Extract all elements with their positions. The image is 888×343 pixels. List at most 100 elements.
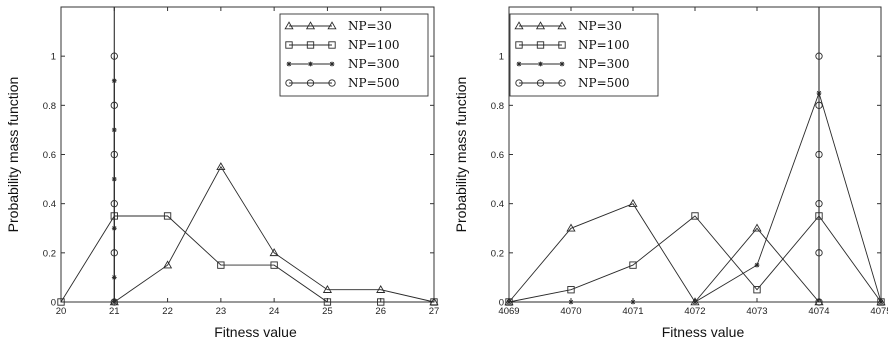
x-tick-label: 4071 (622, 306, 643, 317)
data-point (163, 212, 172, 220)
chart-left: 20 21 22 23 24 25 26 27 0 0.2 0.4 0.6 0.8 1 Fitness va… (5, 6, 439, 340)
legend-entry: NP=30 (514, 19, 622, 33)
data-point (376, 285, 386, 293)
series-np-300 (506, 90, 884, 305)
data-point (110, 249, 118, 257)
data-point (217, 261, 225, 269)
series-np-500 (815, 52, 823, 306)
legend-entry: NP=500 (285, 76, 400, 90)
legend-marker (515, 41, 523, 49)
data-point (628, 198, 638, 207)
legend-label: NP=30 (578, 19, 622, 33)
x-tick-label: 25 (322, 306, 333, 317)
legend-marker (329, 61, 335, 67)
data-point (506, 299, 512, 305)
data-point (110, 150, 118, 159)
data-point (629, 261, 637, 269)
legend-marker (284, 21, 294, 30)
legend-entry: NP=30 (284, 19, 392, 33)
y-tick-label: 1 (51, 52, 56, 63)
data-point (690, 297, 700, 306)
data-point (57, 298, 65, 306)
x-tick-label: 22 (162, 306, 173, 317)
data-point (568, 299, 574, 305)
y-tick-label: 0.4 (491, 199, 504, 210)
legend-label: NP=500 (348, 76, 400, 90)
x-tick-label: 20 (56, 306, 67, 317)
data-point (110, 298, 118, 306)
data-point (110, 200, 118, 208)
legend-marker (558, 41, 566, 49)
data-point (877, 298, 885, 306)
data-point (815, 101, 823, 109)
legend-label: NP=500 (578, 76, 630, 90)
series-np-500 (110, 52, 118, 306)
x-tick-label: 4073 (746, 306, 767, 317)
legend-marker (285, 79, 293, 87)
x-tick-label: 4069 (498, 306, 519, 317)
data-point (753, 286, 761, 294)
y-tick-label: 0.4 (43, 199, 56, 210)
y-tick-label: 0.8 (491, 101, 504, 112)
data-point (815, 249, 823, 257)
data-point (692, 299, 698, 305)
legend-label: NP=300 (578, 57, 630, 71)
x-tick-label: 4074 (808, 306, 829, 317)
data-point (110, 101, 118, 109)
y-tick-label: 0 (499, 298, 504, 309)
legend: NP=30 NP=100 NP=300 NP=500 (279, 13, 429, 97)
legend-marker (328, 41, 336, 49)
series-line (114, 165, 435, 303)
x-axis-label: Fitness value (214, 324, 297, 340)
legend-label: NP=30 (348, 19, 392, 33)
legend-marker (305, 21, 316, 30)
legend-marker (514, 21, 524, 30)
data-point (878, 299, 884, 305)
legend-marker (559, 61, 565, 67)
series-line (508, 215, 882, 303)
legend-label: NP=100 (348, 38, 400, 52)
legend-marker (536, 79, 545, 87)
series-line (509, 91, 882, 303)
series-np-100 (57, 212, 438, 306)
data-point (630, 299, 636, 305)
data-point (269, 248, 279, 257)
legend-marker (308, 61, 313, 67)
data-point (216, 162, 226, 171)
legend-marker (538, 61, 543, 67)
legend-marker (306, 41, 315, 49)
series-np-100 (505, 212, 885, 306)
x-tick-label: 4070 (560, 306, 581, 317)
legend-marker (306, 79, 315, 87)
y-axis-label: Probability mass function (453, 77, 469, 233)
y-tick-label: 0.2 (491, 248, 504, 259)
x-tick-label: 21 (109, 306, 120, 317)
legend-marker (557, 21, 567, 30)
x-tick-label: 23 (216, 306, 227, 317)
data-point (270, 261, 278, 269)
y-tick-label: 1 (499, 52, 504, 63)
legend-marker (536, 41, 545, 49)
legend-marker (328, 79, 336, 87)
data-point (162, 260, 173, 269)
x-tick-label: 4072 (684, 306, 705, 317)
data-point (815, 298, 823, 306)
data-point (566, 223, 576, 232)
data-point (322, 285, 333, 293)
data-point (754, 262, 760, 268)
y-tick-label: 0.2 (43, 248, 56, 259)
legend-entry: NP=500 (515, 76, 630, 90)
legend-box (279, 13, 429, 97)
legend-entry: NP=300 (516, 57, 630, 71)
legend: NP=30 NP=100 NP=300 NP=500 (509, 13, 659, 97)
data-point (691, 212, 699, 220)
legend-marker (327, 21, 337, 30)
chart-right: 4069 4070 4071 4072 4073 4074 4075 0 0.2 0.4 0.6 0.… (453, 6, 888, 340)
y-tick-label: 0.8 (43, 101, 56, 112)
legend-marker (516, 61, 522, 67)
x-tick-label: 26 (375, 306, 386, 317)
data-point (430, 298, 438, 306)
data-point (815, 52, 823, 60)
data-point (567, 286, 575, 294)
